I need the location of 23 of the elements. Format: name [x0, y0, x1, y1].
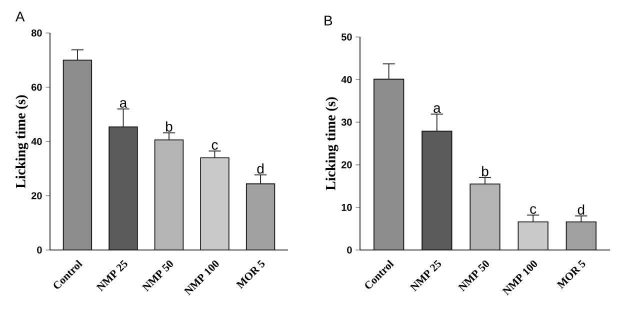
y-tick-label: 40 [341, 76, 352, 84]
y-axis-title: Licking time (s) [326, 97, 338, 190]
annotation: c [530, 206, 536, 214]
y-tick-label: 0 [347, 246, 352, 254]
y-tick-label: 20 [341, 161, 352, 168]
annotation: c [212, 142, 218, 150]
y-tick-label: 80 [31, 29, 42, 37]
y-tick-label: 50 [341, 33, 352, 41]
y-tick-label: 40 [31, 138, 42, 146]
annotation: a [434, 105, 441, 113]
chart-title: A [15, 12, 25, 22]
y-tick-label: 60 [32, 84, 42, 91]
annotation: d [578, 204, 584, 215]
chart-title: B [324, 16, 332, 26]
annotation: b [482, 166, 488, 176]
y-tick-label: 30 [341, 118, 352, 126]
annotation: d [257, 163, 264, 174]
y-tick-label: 10 [342, 204, 352, 211]
y-tick-label: 20 [31, 192, 42, 200]
annotation: b [166, 121, 172, 132]
y-axis-title: Licking time (s) [16, 95, 28, 188]
y-tick-label: 0 [37, 246, 42, 254]
annotation: a [120, 100, 128, 108]
